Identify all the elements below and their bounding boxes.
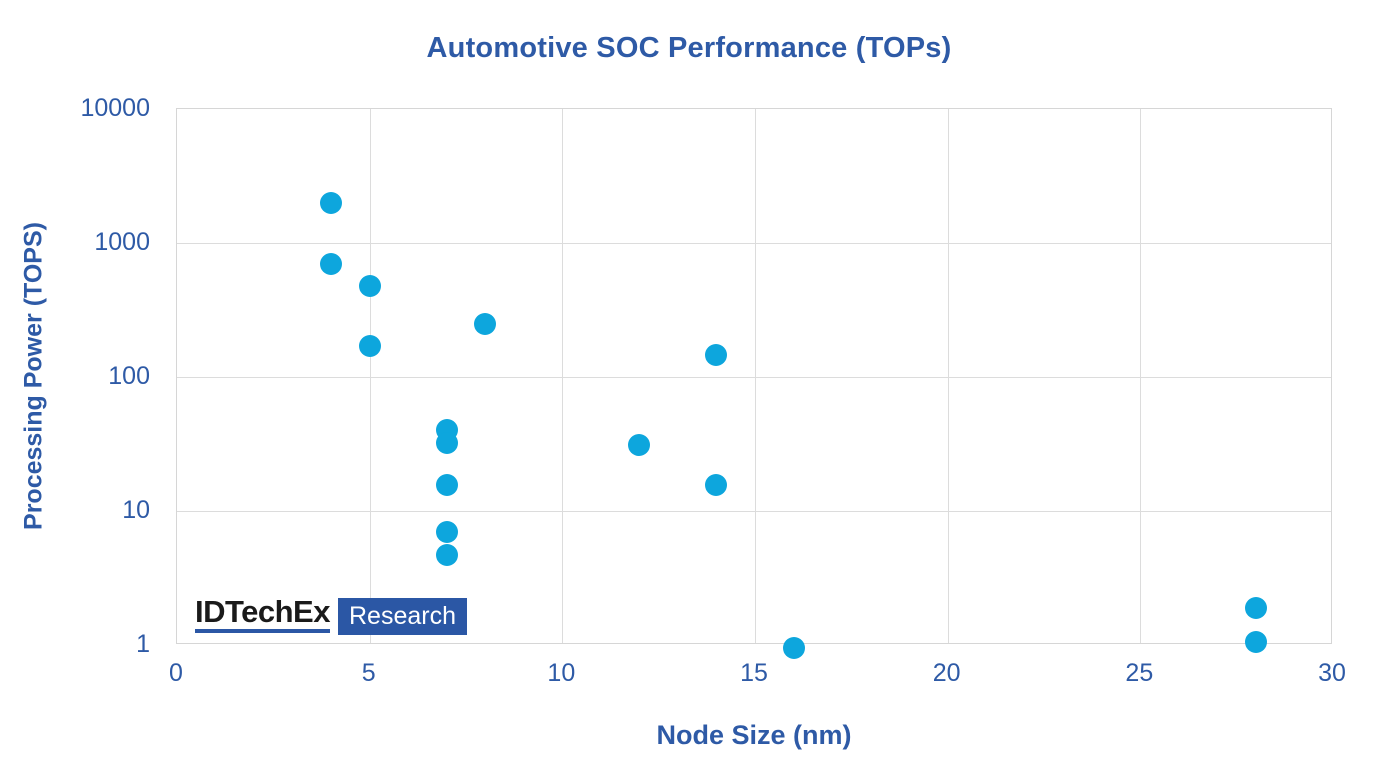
x-tick-label: 10 — [547, 659, 576, 687]
x-tick-label: 15 — [740, 659, 768, 687]
idtechex-research-badge: Research — [337, 598, 467, 635]
scatter-point — [358, 335, 381, 358]
y-tick-label: 10 — [122, 496, 150, 524]
scatter-point — [358, 274, 381, 297]
idtechex-logo-text: IDTechEx — [195, 594, 330, 629]
scatter-point — [1244, 596, 1267, 619]
chart-title: Automotive SOC Performance (TOPs) — [426, 32, 952, 64]
scatter-point — [705, 344, 728, 367]
scatter-point — [474, 312, 497, 335]
scatter-point — [320, 191, 343, 214]
scatter-point — [435, 474, 458, 497]
y-tick-label: 10000 — [80, 94, 150, 122]
scatter-point — [705, 474, 728, 497]
y-tick-label: 100 — [108, 362, 150, 390]
x-tick-label: 20 — [932, 659, 961, 687]
scatter-point — [435, 543, 458, 566]
scatter-point — [435, 432, 458, 455]
x-gridline — [369, 109, 371, 643]
scatter-point — [320, 252, 343, 275]
idtechex-logo-brand: IDTechEx — [195, 594, 330, 633]
scatter-point — [435, 520, 458, 543]
idtechex-logo-underline — [195, 629, 330, 633]
x-gridline — [947, 109, 949, 643]
x-tick-label: 5 — [361, 659, 376, 687]
x-tick-label: 0 — [169, 659, 183, 687]
x-axis-title: Node Size (nm) — [656, 720, 852, 750]
y-gridline — [177, 243, 1331, 244]
y-tick-label: 1000 — [94, 228, 150, 256]
y-tick-label: 1 — [136, 630, 150, 658]
x-gridline — [562, 109, 564, 643]
x-tick-label: 30 — [1318, 659, 1346, 687]
x-tick-label: 25 — [1125, 659, 1154, 687]
idtechex-logo: IDTechEx Research — [195, 594, 467, 635]
x-gridline — [755, 109, 756, 643]
y-gridline — [177, 511, 1331, 512]
scatter-point — [782, 636, 805, 659]
x-gridline — [1140, 109, 1142, 643]
scatter-point — [1244, 631, 1267, 654]
scatter-point — [628, 434, 651, 457]
y-gridline — [177, 377, 1331, 378]
plot-area: IDTechEx Research — [176, 108, 1332, 659]
